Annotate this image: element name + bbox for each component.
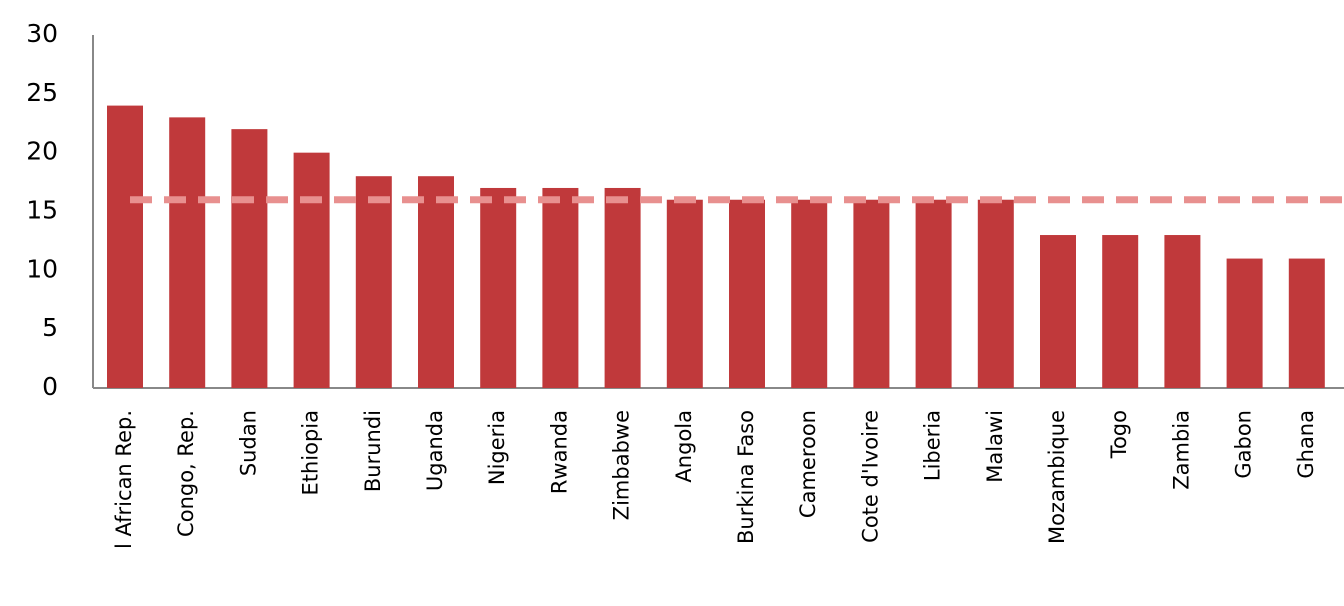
x-tick-label: Ethiopia [299, 410, 323, 496]
x-tick-label: Togo [1107, 410, 1131, 459]
x-tick-label: Ghana [1294, 410, 1318, 479]
bar [604, 187, 641, 388]
y-tick-label: 15 [26, 196, 58, 225]
bar [355, 176, 392, 388]
bar [666, 199, 703, 388]
x-tick-label: Liberia [921, 410, 945, 481]
bar [231, 129, 268, 388]
y-tick-label: 30 [26, 19, 58, 48]
y-tick-label: 0 [42, 372, 58, 401]
x-tick-label: l African Rep. [112, 410, 136, 549]
x-tick-label: Mozambique [1045, 410, 1069, 544]
bar [418, 176, 454, 388]
bar [1164, 235, 1201, 388]
bar [480, 187, 517, 388]
bar [107, 105, 143, 388]
x-tick-label: Angola [672, 410, 696, 483]
y-tick-label: 20 [26, 137, 58, 166]
bar [977, 199, 1014, 388]
bar [293, 152, 330, 388]
x-tick-label: Cameroon [796, 410, 820, 518]
bar [1040, 235, 1076, 388]
bar [1102, 235, 1139, 388]
y-tick-label: 10 [26, 254, 58, 283]
x-tick-label: Zimbabwe [610, 410, 634, 520]
x-tick-label: Burkina Faso [734, 410, 758, 544]
bar [1226, 258, 1263, 388]
y-tick-label: 5 [42, 313, 58, 342]
bar [729, 199, 765, 388]
x-tick-label: Congo, Rep. [174, 410, 198, 537]
y-tick-label: 25 [26, 78, 58, 107]
x-tick-label: Rwanda [547, 410, 571, 494]
x-tick-label: Uganda [423, 410, 447, 491]
bar [169, 117, 206, 388]
x-tick-label: Nigeria [485, 410, 509, 485]
x-tick-label: Cote d'Ivoire [858, 410, 882, 543]
bar [791, 199, 828, 388]
x-tick-label: Burundi [361, 410, 385, 492]
bar [542, 187, 579, 388]
x-tick-label: Sudan [236, 410, 260, 476]
bar [1288, 258, 1325, 388]
x-tick-label: Gabon [1232, 410, 1256, 479]
bar [915, 199, 952, 388]
x-tick-label: Malawi [983, 410, 1007, 483]
x-tick-label: Zambia [1169, 410, 1193, 490]
bar [853, 199, 890, 388]
